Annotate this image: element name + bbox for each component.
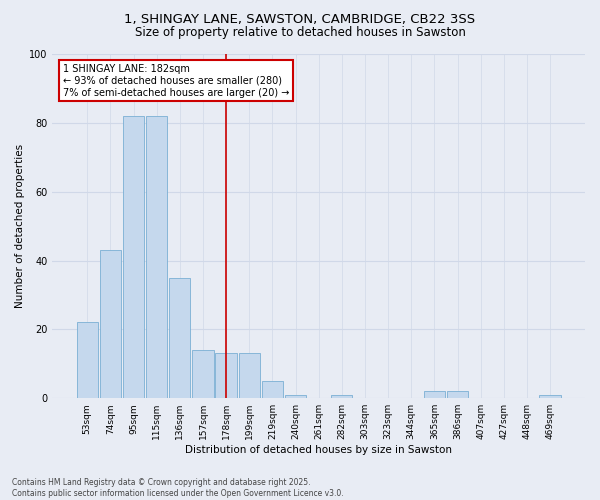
Bar: [239, 354, 260, 398]
Text: 1, SHINGAY LANE, SAWSTON, CAMBRIDGE, CB22 3SS: 1, SHINGAY LANE, SAWSTON, CAMBRIDGE, CB2…: [124, 12, 476, 26]
Bar: [447, 392, 468, 398]
Text: Size of property relative to detached houses in Sawston: Size of property relative to detached ho…: [134, 26, 466, 39]
Bar: [539, 395, 561, 398]
Bar: [193, 350, 214, 398]
Text: Contains HM Land Registry data © Crown copyright and database right 2025.
Contai: Contains HM Land Registry data © Crown c…: [12, 478, 344, 498]
Bar: [215, 354, 237, 398]
Bar: [169, 278, 190, 398]
Bar: [123, 116, 144, 398]
Bar: [331, 395, 352, 398]
Text: 1 SHINGAY LANE: 182sqm
← 93% of detached houses are smaller (280)
7% of semi-det: 1 SHINGAY LANE: 182sqm ← 93% of detached…: [63, 64, 289, 98]
Bar: [77, 322, 98, 398]
X-axis label: Distribution of detached houses by size in Sawston: Distribution of detached houses by size …: [185, 445, 452, 455]
Bar: [146, 116, 167, 398]
Bar: [262, 381, 283, 398]
Bar: [424, 392, 445, 398]
Y-axis label: Number of detached properties: Number of detached properties: [15, 144, 25, 308]
Bar: [100, 250, 121, 398]
Bar: [285, 395, 306, 398]
